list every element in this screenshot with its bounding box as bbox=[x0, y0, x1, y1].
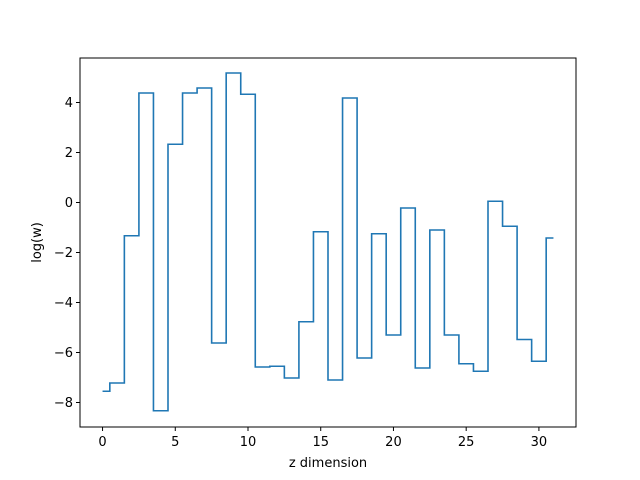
x-tick-label: 10 bbox=[240, 435, 257, 450]
x-tick-label: 30 bbox=[531, 435, 548, 450]
y-tick-label: −2 bbox=[54, 246, 73, 261]
plot-area bbox=[102, 72, 554, 412]
series-line-0 bbox=[102, 72, 554, 412]
y-tick-label: −8 bbox=[54, 396, 73, 411]
x-tick-label: 20 bbox=[385, 435, 402, 450]
x-axis-ticks: 0 5 10 15 20 25 30 bbox=[98, 427, 547, 450]
x-axis-label: z dimension bbox=[289, 456, 367, 471]
x-tick-label: 15 bbox=[312, 435, 329, 450]
y-tick-label: −6 bbox=[54, 346, 73, 361]
y-tick-label: 0 bbox=[65, 196, 73, 211]
axes-frame bbox=[79, 57, 577, 428]
y-axis-ticks: −8 −6 −4 −2 0 2 4 bbox=[54, 96, 80, 411]
x-tick-label: 5 bbox=[171, 435, 179, 450]
y-tick-label: −4 bbox=[54, 296, 73, 311]
y-axis-label: log(w) bbox=[30, 222, 45, 263]
x-tick-label: 0 bbox=[98, 435, 106, 450]
x-tick-label: 25 bbox=[458, 435, 475, 450]
y-tick-label: 2 bbox=[65, 146, 73, 161]
y-tick-label: 4 bbox=[65, 96, 73, 111]
